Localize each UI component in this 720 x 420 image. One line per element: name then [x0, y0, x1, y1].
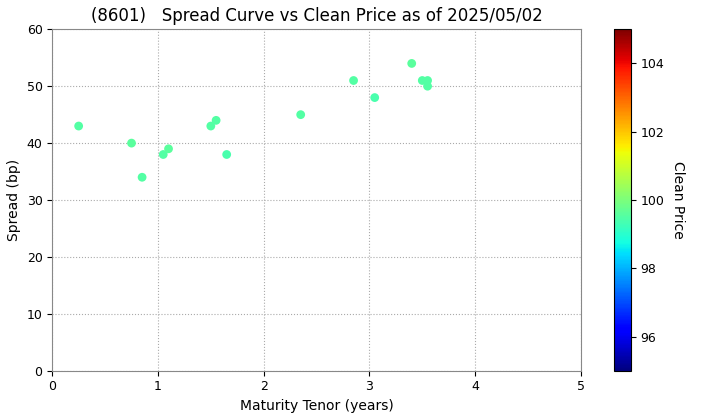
Point — [205, 123, 217, 129]
Y-axis label: Clean Price: Clean Price — [672, 161, 685, 239]
Y-axis label: Spread (bp): Spread (bp) — [7, 159, 21, 241]
Point — [158, 151, 169, 158]
Point — [136, 174, 148, 181]
Point — [221, 151, 233, 158]
Point — [369, 94, 380, 101]
Point — [406, 60, 418, 67]
Title: (8601)   Spread Curve vs Clean Price as of 2025/05/02: (8601) Spread Curve vs Clean Price as of… — [91, 7, 542, 25]
Point — [295, 111, 307, 118]
Point — [126, 140, 138, 147]
X-axis label: Maturity Tenor (years): Maturity Tenor (years) — [240, 399, 393, 413]
Point — [417, 77, 428, 84]
Point — [163, 145, 174, 152]
Point — [210, 117, 222, 124]
Point — [73, 123, 84, 129]
Point — [422, 77, 433, 84]
Point — [348, 77, 359, 84]
Point — [422, 83, 433, 89]
